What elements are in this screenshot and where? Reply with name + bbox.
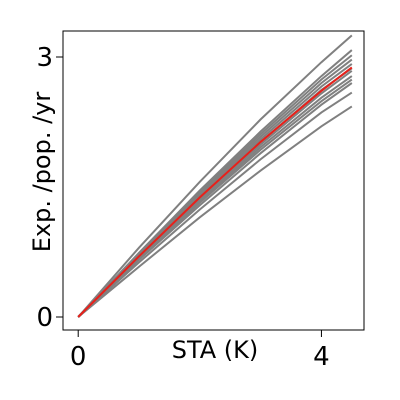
highlight-line: [77, 66, 353, 318]
ensemble-line-12: [77, 105, 353, 318]
x-tick-label: 0: [70, 342, 87, 372]
plot-frame: [62, 30, 365, 331]
ensemble-line-10: [77, 82, 353, 318]
x-tick-label: 4: [313, 342, 330, 372]
y-tick-label: 0: [36, 303, 53, 333]
axis-ticks: 0 4 0 3: [36, 43, 329, 372]
y-axis-label: Exp. /pop. /yr: [28, 92, 56, 253]
ensemble-line-11: [77, 91, 353, 318]
series-lines: [77, 34, 353, 318]
y-tick-label: 3: [36, 43, 53, 73]
x-axis-label: STA (K): [172, 336, 259, 364]
ensemble-line-1: [77, 34, 353, 318]
